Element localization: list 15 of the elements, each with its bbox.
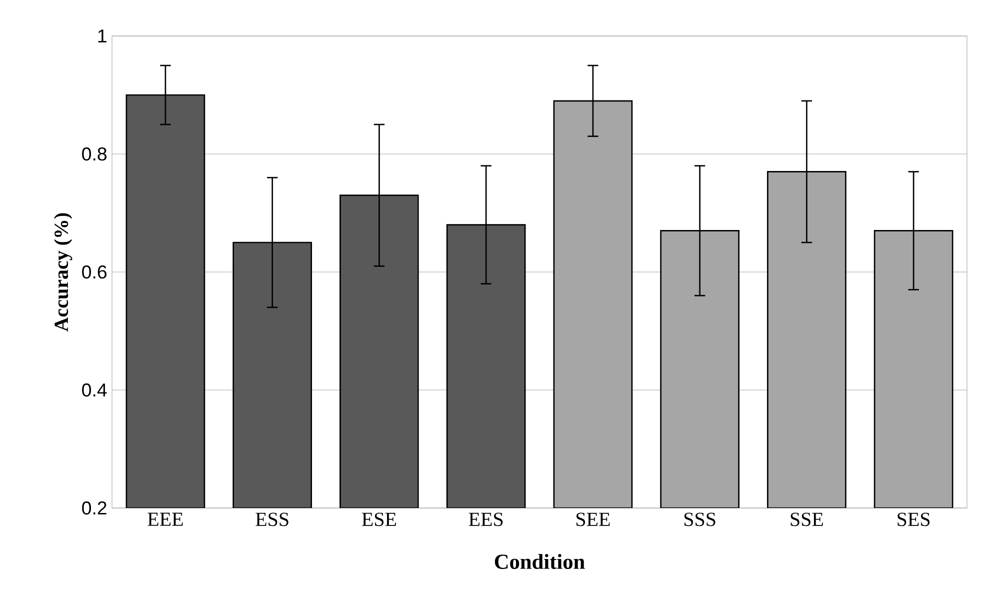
x-tick-label: SES: [898, 512, 930, 526]
x-tick-label: SEE: [576, 512, 610, 526]
y-tick-label: 0.4: [82, 383, 107, 397]
x-axis-title: Condition: [494, 554, 585, 569]
x-tick-label: SSS: [684, 512, 716, 526]
y-tick-label: 0.2: [82, 501, 106, 515]
y-tick-label: 1: [98, 30, 106, 42]
y-tick-label: 0.8: [82, 147, 106, 161]
x-tick-label: ESE: [362, 512, 396, 526]
x-tick-label: SSE: [790, 512, 823, 526]
y-tick-label: 0.6: [82, 265, 106, 279]
x-tick-label: EEE: [148, 512, 183, 526]
x-tick-label: EES: [468, 512, 503, 526]
x-tick-label: ESS: [256, 512, 288, 526]
y-axis-title: Accuracy (%): [54, 213, 72, 332]
